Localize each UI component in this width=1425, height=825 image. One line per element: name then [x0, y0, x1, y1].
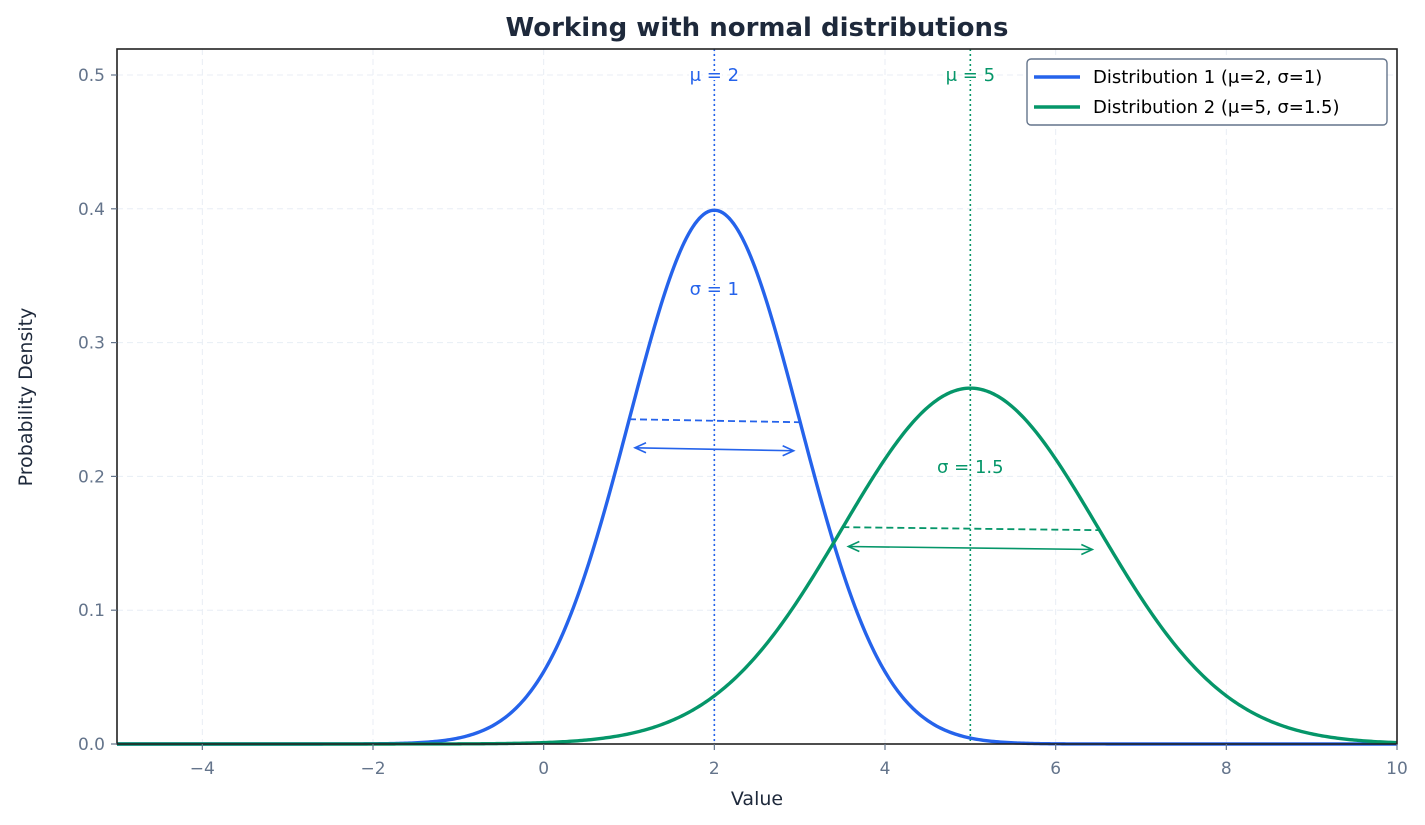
- annotations: μ = 2 μ = 5 σ = 1 σ = 1.5: [688, 63, 1006, 480]
- arrow-head-right: [1081, 543, 1095, 556]
- arrow-head-left: [846, 540, 860, 553]
- x-tick-label: 8: [1221, 759, 1232, 779]
- annotation-label: σ = 1: [690, 279, 739, 300]
- legend-label: Distribution 1 (μ=2, σ=1): [1093, 67, 1322, 88]
- legend-label: Distribution 2 (μ=5, σ=1.5): [1093, 97, 1340, 118]
- distribution-curve-1: [117, 208, 1397, 746]
- annotation-label: μ = 2: [690, 65, 739, 86]
- x-tick-label: 0: [538, 759, 549, 779]
- legend: Distribution 1 (μ=2, σ=1) Distribution 2 …: [1026, 58, 1388, 126]
- mean-lines: [713, 49, 972, 744]
- y-tick-label: 0.4: [78, 200, 105, 220]
- distribution-curve-2: [117, 386, 1398, 746]
- curves: [117, 208, 1398, 746]
- annotation-label: σ = 1.5: [937, 457, 1004, 478]
- y-tick-label: 0.2: [78, 467, 105, 487]
- sigma-arrow: [634, 446, 794, 452]
- sigma-markers: [628, 418, 1099, 556]
- y-tick-label: 0.3: [78, 334, 105, 354]
- x-axis-label: Value: [731, 788, 783, 810]
- x-tick-label: 10: [1386, 759, 1408, 779]
- y-tick-label: 0.1: [78, 601, 105, 621]
- x-tick-label: 6: [1050, 759, 1061, 779]
- y-tick-label: 0.5: [78, 66, 105, 86]
- sigma-arrow: [848, 545, 1093, 551]
- x-tick-label: −4: [190, 759, 215, 779]
- x-tick-label: 4: [880, 759, 891, 779]
- x-tick-label: −2: [360, 759, 385, 779]
- y-axis-label: Probability Density: [15, 308, 37, 487]
- grid: [117, 49, 1397, 744]
- sigma-dashed-line: [628, 418, 800, 424]
- chart-title: Working with normal distributions: [505, 13, 1008, 43]
- annotation-label: μ = 5: [946, 65, 995, 86]
- y-axis-ticks: 0.0 0.1 0.2 0.3 0.4 0.5: [78, 66, 117, 755]
- plot-frame: [116, 48, 1398, 745]
- legend-box: [1026, 58, 1388, 126]
- arrow-head-right: [782, 445, 796, 457]
- arrow-head-left: [633, 442, 647, 454]
- x-axis-ticks: −4 −2 0 2 4 6 8 10: [190, 744, 1408, 779]
- sigma-dashed-line: [842, 526, 1099, 532]
- y-tick-label: 0.0: [78, 735, 105, 755]
- x-tick-label: 2: [709, 759, 720, 779]
